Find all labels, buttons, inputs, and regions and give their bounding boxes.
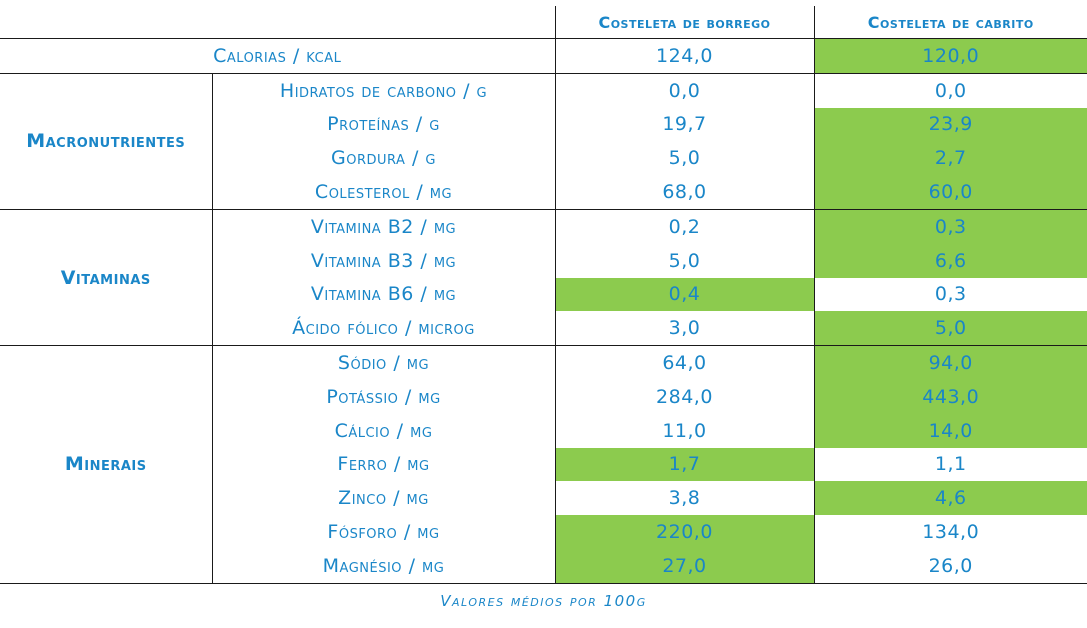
value-cabrito: 0,3 xyxy=(813,208,1087,244)
value-cabrito: 1,1 xyxy=(813,447,1087,482)
value-cabrito: 134,0 xyxy=(813,515,1087,549)
table-row: Minerais Sódio / mg 64,0 94,0 xyxy=(0,345,1087,584)
row-label: Magnésio / mg xyxy=(211,548,555,584)
row-label: Vitamina B6 / mg xyxy=(211,277,555,312)
group-label-macronutrientes: Macronutrientes xyxy=(0,72,212,210)
row-label: Proteínas / g xyxy=(211,107,555,142)
column-header-borrego: Costeleta de borrego xyxy=(554,6,814,39)
value-cabrito: 23,9 xyxy=(813,107,1087,142)
row-label: Sódio / mg xyxy=(211,345,555,380)
table-row: Magnésio / mg 27,0 26,0 xyxy=(0,548,1087,584)
row-label: Vitamina B2 / mg xyxy=(211,208,555,244)
value-cabrito: 443,0 xyxy=(813,379,1087,414)
value-borrego: 3,0 xyxy=(554,311,814,346)
row-label: Hidratos de carbono / g xyxy=(211,72,555,108)
row-label: Vitamina B3 / mg xyxy=(211,243,555,278)
table-row: Cálcio / mg 11,0 14,0 xyxy=(0,413,1087,448)
calories-row: Calorias / kcal 124,0 120,0 xyxy=(0,38,1087,74)
value-borrego: 3,8 xyxy=(554,481,814,516)
table-row: Vitamina B6 / mg 0,4 0,3 xyxy=(0,277,1087,312)
calories-label: Calorias / kcal xyxy=(0,38,555,74)
value-borrego: 1,7 xyxy=(554,447,814,482)
value-borrego: 5,0 xyxy=(554,243,814,278)
row-label: Fósforo / mg xyxy=(211,515,555,549)
value-cabrito: 26,0 xyxy=(813,548,1087,584)
table-row: Fósforo / mg 220,0 134,0 xyxy=(0,515,1087,549)
table-caption: Valores médios por 100g xyxy=(440,592,647,610)
table-row: Vitamina B3 / mg 5,0 6,6 xyxy=(0,243,1087,278)
value-cabrito: 60,0 xyxy=(813,175,1087,210)
group-label-minerais: Minerais xyxy=(0,345,212,584)
value-cabrito: 2,7 xyxy=(813,141,1087,176)
table-row: Ácido fólico / microg 3,0 5,0 xyxy=(0,311,1087,346)
table-row: Vitaminas Vitamina B2 / mg 0,2 0,3 xyxy=(0,208,1087,346)
row-label: Gordura / g xyxy=(211,141,555,176)
value-cabrito: 14,0 xyxy=(813,413,1087,448)
value-borrego: 0,4 xyxy=(554,277,814,312)
row-label: Colesterol / mg xyxy=(211,175,555,210)
table-row: Proteínas / g 19,7 23,9 xyxy=(0,107,1087,142)
group-label-vitaminas: Vitaminas xyxy=(0,208,212,346)
row-label: Ferro / mg xyxy=(211,447,555,482)
value-cabrito: 4,6 xyxy=(813,481,1087,516)
row-label: Cálcio / mg xyxy=(211,413,555,448)
value-borrego: 11,0 xyxy=(554,413,814,448)
table-row: Potássio / mg 284,0 443,0 xyxy=(0,379,1087,414)
value-borrego: 19,7 xyxy=(554,107,814,142)
header-empty-cell xyxy=(0,6,555,39)
value-cabrito: 0,0 xyxy=(813,72,1087,108)
table-row: Zinco / mg 3,8 4,6 xyxy=(0,481,1087,516)
table-header-row: Costeleta de borrego Costeleta de cabrit… xyxy=(0,6,1087,39)
value-borrego: 284,0 xyxy=(554,379,814,414)
table-row: Gordura / g 5,0 2,7 xyxy=(0,141,1087,176)
row-label: Potássio / mg xyxy=(211,379,555,414)
calories-value-borrego: 124,0 xyxy=(554,38,814,74)
value-borrego: 0,0 xyxy=(554,72,814,108)
value-borrego: 220,0 xyxy=(554,515,814,549)
value-borrego: 64,0 xyxy=(554,345,814,380)
calories-value-cabrito: 120,0 xyxy=(813,38,1087,74)
value-borrego: 27,0 xyxy=(554,548,814,584)
value-borrego: 5,0 xyxy=(554,141,814,176)
value-borrego: 0,2 xyxy=(554,208,814,244)
value-borrego: 68,0 xyxy=(554,175,814,210)
value-cabrito: 6,6 xyxy=(813,243,1087,278)
row-label: Zinco / mg xyxy=(211,481,555,516)
table-row: Ferro / mg 1,7 1,1 xyxy=(0,447,1087,482)
table-row: Colesterol / mg 68,0 60,0 xyxy=(0,175,1087,210)
nutrition-comparison-table: Costeleta de borrego Costeleta de cabrit… xyxy=(0,6,1087,584)
value-cabrito: 5,0 xyxy=(813,311,1087,346)
value-cabrito: 94,0 xyxy=(813,345,1087,380)
row-label: Ácido fólico / microg xyxy=(211,311,555,346)
table-row: Macronutrientes Hidratos de carbono / g … xyxy=(0,72,1087,210)
value-cabrito: 0,3 xyxy=(813,277,1087,312)
column-header-cabrito: Costeleta de cabrito xyxy=(813,6,1087,39)
